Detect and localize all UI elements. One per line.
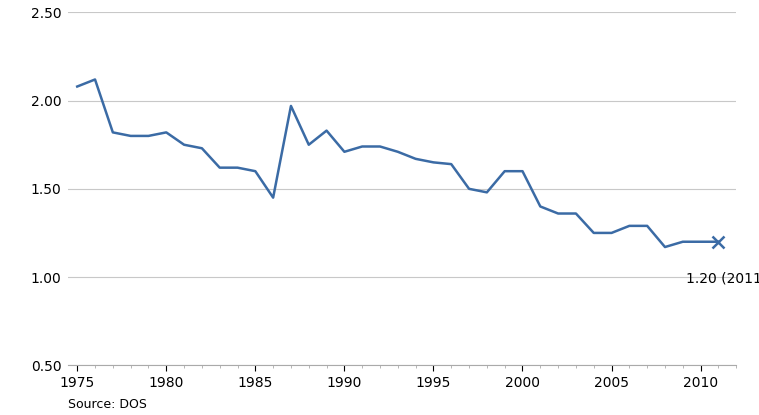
- Text: 1.20 (2011): 1.20 (2011): [686, 272, 759, 286]
- Text: Source: DOS: Source: DOS: [68, 398, 147, 411]
